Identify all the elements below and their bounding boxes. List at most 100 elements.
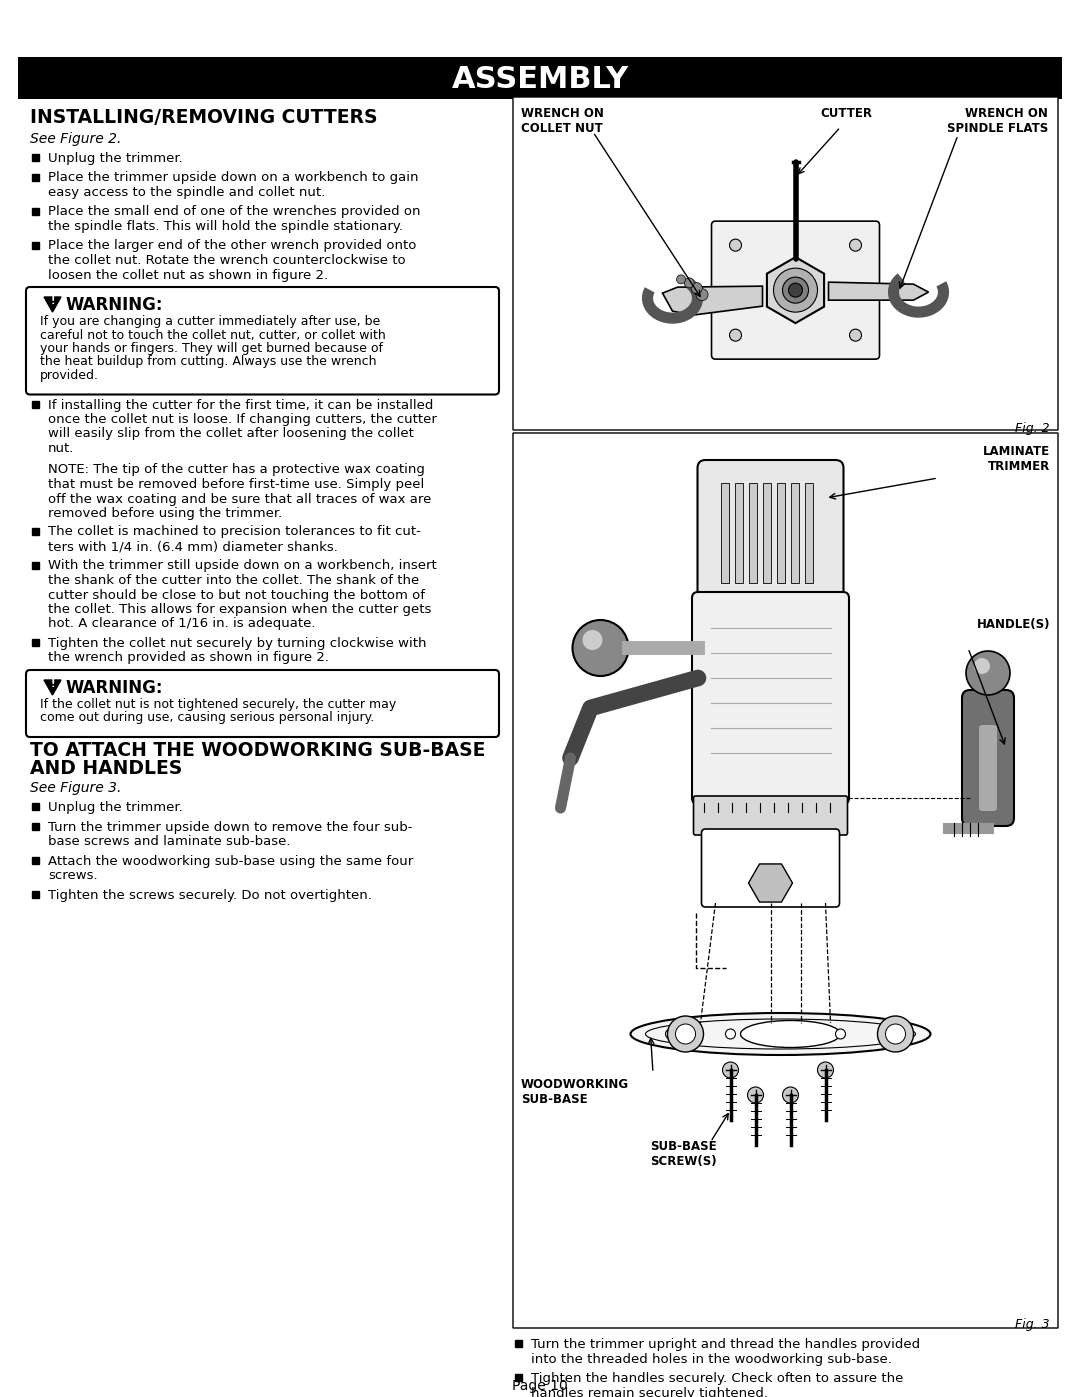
Bar bbox=[32, 562, 39, 569]
Circle shape bbox=[691, 282, 702, 293]
Circle shape bbox=[572, 620, 629, 676]
FancyBboxPatch shape bbox=[693, 796, 848, 835]
Text: Place the trimmer upside down on a workbench to gain: Place the trimmer upside down on a workb… bbox=[48, 172, 419, 184]
Bar bbox=[32, 154, 39, 161]
Text: screws.: screws. bbox=[48, 869, 97, 882]
Circle shape bbox=[877, 1016, 914, 1052]
Text: Unplug the trimmer.: Unplug the trimmer. bbox=[48, 152, 183, 165]
Circle shape bbox=[850, 239, 862, 251]
Bar bbox=[32, 401, 39, 408]
Text: ASSEMBLY: ASSEMBLY bbox=[451, 64, 629, 94]
Bar bbox=[32, 528, 39, 535]
Text: WARNING:: WARNING: bbox=[66, 296, 163, 314]
Text: the shank of the cutter into the collet. The shank of the: the shank of the cutter into the collet.… bbox=[48, 574, 419, 587]
Text: WOODWORKING
SUB-BASE: WOODWORKING SUB-BASE bbox=[521, 1078, 630, 1106]
Text: If installing the cutter for the first time, it can be installed: If installing the cutter for the first t… bbox=[48, 398, 433, 412]
Text: Fig. 3: Fig. 3 bbox=[1015, 1317, 1050, 1331]
Text: If you are changing a cutter immediately after use, be: If you are changing a cutter immediately… bbox=[40, 314, 380, 328]
Text: into the threaded holes in the woodworking sub-base.: into the threaded holes in the woodworki… bbox=[531, 1352, 892, 1365]
Circle shape bbox=[667, 1016, 703, 1052]
Circle shape bbox=[818, 1062, 834, 1078]
Text: HANDLE(S): HANDLE(S) bbox=[976, 617, 1050, 631]
Polygon shape bbox=[748, 863, 793, 902]
Text: WRENCH ON
COLLET NUT: WRENCH ON COLLET NUT bbox=[521, 108, 604, 136]
Text: Tighten the collet nut securely by turning clockwise with: Tighten the collet nut securely by turni… bbox=[48, 637, 427, 650]
Text: WRENCH ON
SPINDLE FLATS: WRENCH ON SPINDLE FLATS bbox=[947, 108, 1048, 136]
Polygon shape bbox=[44, 680, 60, 694]
Text: SUB-BASE
SCREW(S): SUB-BASE SCREW(S) bbox=[650, 1140, 717, 1168]
Text: cutter should be close to but not touching the bottom of: cutter should be close to but not touchi… bbox=[48, 588, 426, 602]
FancyBboxPatch shape bbox=[777, 483, 784, 583]
Text: base screws and laminate sub-base.: base screws and laminate sub-base. bbox=[48, 835, 291, 848]
FancyBboxPatch shape bbox=[978, 725, 997, 812]
Bar bbox=[32, 242, 39, 249]
FancyBboxPatch shape bbox=[720, 483, 729, 583]
Text: Turn the trimmer upside down to remove the four sub-: Turn the trimmer upside down to remove t… bbox=[48, 820, 413, 834]
Circle shape bbox=[886, 1024, 905, 1044]
Text: your hands or fingers. They will get burned because of: your hands or fingers. They will get bur… bbox=[40, 342, 383, 355]
Text: loosen the collet nut as shown in figure 2.: loosen the collet nut as shown in figure… bbox=[48, 268, 328, 282]
FancyBboxPatch shape bbox=[791, 483, 798, 583]
Circle shape bbox=[773, 268, 818, 312]
Bar bbox=[32, 856, 39, 863]
FancyBboxPatch shape bbox=[805, 483, 812, 583]
Text: once the collet nut is loose. If changing cutters, the cutter: once the collet nut is loose. If changin… bbox=[48, 414, 437, 426]
Text: the collet nut. Rotate the wrench counterclockwise to: the collet nut. Rotate the wrench counte… bbox=[48, 254, 406, 267]
Circle shape bbox=[747, 1087, 764, 1104]
Circle shape bbox=[788, 284, 802, 298]
Circle shape bbox=[783, 1087, 798, 1104]
Circle shape bbox=[836, 1030, 846, 1039]
Text: the wrench provided as shown in figure 2.: the wrench provided as shown in figure 2… bbox=[48, 651, 329, 665]
Bar bbox=[32, 173, 39, 180]
Text: ters with 1/4 in. (6.4 mm) diameter shanks.: ters with 1/4 in. (6.4 mm) diameter shan… bbox=[48, 541, 338, 553]
Bar bbox=[32, 823, 39, 830]
FancyBboxPatch shape bbox=[762, 483, 770, 583]
Text: LAMINATE
TRIMMER: LAMINATE TRIMMER bbox=[983, 446, 1050, 474]
Bar bbox=[32, 208, 39, 215]
Text: TO ATTACH THE WOODWORKING SUB-BASE: TO ATTACH THE WOODWORKING SUB-BASE bbox=[30, 740, 485, 760]
FancyBboxPatch shape bbox=[698, 460, 843, 606]
Text: the heat buildup from cutting. Always use the wrench: the heat buildup from cutting. Always us… bbox=[40, 355, 377, 369]
Text: will easily slip from the collet after loosening the collet: will easily slip from the collet after l… bbox=[48, 427, 414, 440]
FancyBboxPatch shape bbox=[962, 690, 1014, 826]
Text: Tighten the screws securely. Do not overtighten.: Tighten the screws securely. Do not over… bbox=[48, 888, 372, 901]
Text: !: ! bbox=[51, 296, 55, 306]
Text: that must be removed before first-time use. Simply peel: that must be removed before first-time u… bbox=[48, 478, 424, 490]
Text: With the trimmer still upside down on a workbench, insert: With the trimmer still upside down on a … bbox=[48, 560, 436, 573]
Text: nut.: nut. bbox=[48, 441, 75, 455]
Circle shape bbox=[685, 278, 694, 288]
Text: Fig. 2: Fig. 2 bbox=[1015, 422, 1050, 434]
Circle shape bbox=[783, 277, 809, 303]
Polygon shape bbox=[44, 298, 60, 312]
Text: Tighten the handles securely. Check often to assure the: Tighten the handles securely. Check ofte… bbox=[531, 1372, 903, 1384]
Polygon shape bbox=[767, 257, 824, 323]
Text: the spindle flats. This will hold the spindle stationary.: the spindle flats. This will hold the sp… bbox=[48, 219, 403, 233]
Circle shape bbox=[729, 239, 742, 251]
Text: Attach the woodworking sub-base using the same four: Attach the woodworking sub-base using th… bbox=[48, 855, 414, 868]
Circle shape bbox=[582, 630, 603, 650]
Text: provided.: provided. bbox=[40, 369, 99, 381]
Bar bbox=[515, 1340, 522, 1347]
Text: the collet. This allows for expansion when the cutter gets: the collet. This allows for expansion wh… bbox=[48, 604, 431, 616]
FancyBboxPatch shape bbox=[18, 57, 1062, 99]
Text: careful not to touch the collet nut, cutter, or collet with: careful not to touch the collet nut, cut… bbox=[40, 328, 386, 341]
Text: Unplug the trimmer.: Unplug the trimmer. bbox=[48, 800, 183, 814]
FancyBboxPatch shape bbox=[712, 221, 879, 359]
Text: Place the small end of one of the wrenches provided on: Place the small end of one of the wrench… bbox=[48, 205, 420, 218]
Text: come out during use, causing serious personal injury.: come out during use, causing serious per… bbox=[40, 711, 375, 725]
FancyBboxPatch shape bbox=[734, 483, 743, 583]
Text: See Figure 2.: See Figure 2. bbox=[30, 131, 121, 147]
Circle shape bbox=[675, 1024, 696, 1044]
Polygon shape bbox=[828, 282, 929, 300]
Text: Turn the trimmer upright and thread the handles provided: Turn the trimmer upright and thread the … bbox=[531, 1338, 920, 1351]
Bar bbox=[515, 1375, 522, 1382]
Text: !: ! bbox=[51, 679, 55, 689]
Text: AND HANDLES: AND HANDLES bbox=[30, 759, 183, 778]
Circle shape bbox=[966, 651, 1010, 694]
Ellipse shape bbox=[631, 1013, 931, 1055]
Text: easy access to the spindle and collet nut.: easy access to the spindle and collet nu… bbox=[48, 186, 325, 198]
Text: NOTE: The tip of the cutter has a protective wax coating: NOTE: The tip of the cutter has a protec… bbox=[48, 464, 424, 476]
Text: off the wax coating and be sure that all traces of wax are: off the wax coating and be sure that all… bbox=[48, 493, 431, 506]
FancyBboxPatch shape bbox=[26, 671, 499, 738]
FancyBboxPatch shape bbox=[513, 96, 1058, 430]
